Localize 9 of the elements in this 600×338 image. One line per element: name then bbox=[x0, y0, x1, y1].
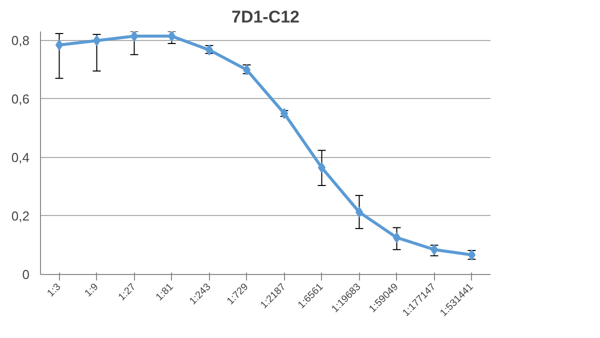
x-tick-label: 1:3 bbox=[46, 281, 64, 300]
x-tick-label: 1:9 bbox=[83, 281, 101, 300]
y-tick-label: 0,6 bbox=[11, 91, 30, 106]
chart-title: 7D1-C12 bbox=[231, 8, 300, 26]
y-tick-label: 0,2 bbox=[11, 208, 30, 224]
y-tick-label: 0 bbox=[22, 267, 30, 282]
y-tick-label: 0,4 bbox=[11, 150, 30, 165]
y-tick-label: 0,8 bbox=[11, 32, 30, 48]
x-tick-label: 1:81 bbox=[154, 281, 176, 304]
